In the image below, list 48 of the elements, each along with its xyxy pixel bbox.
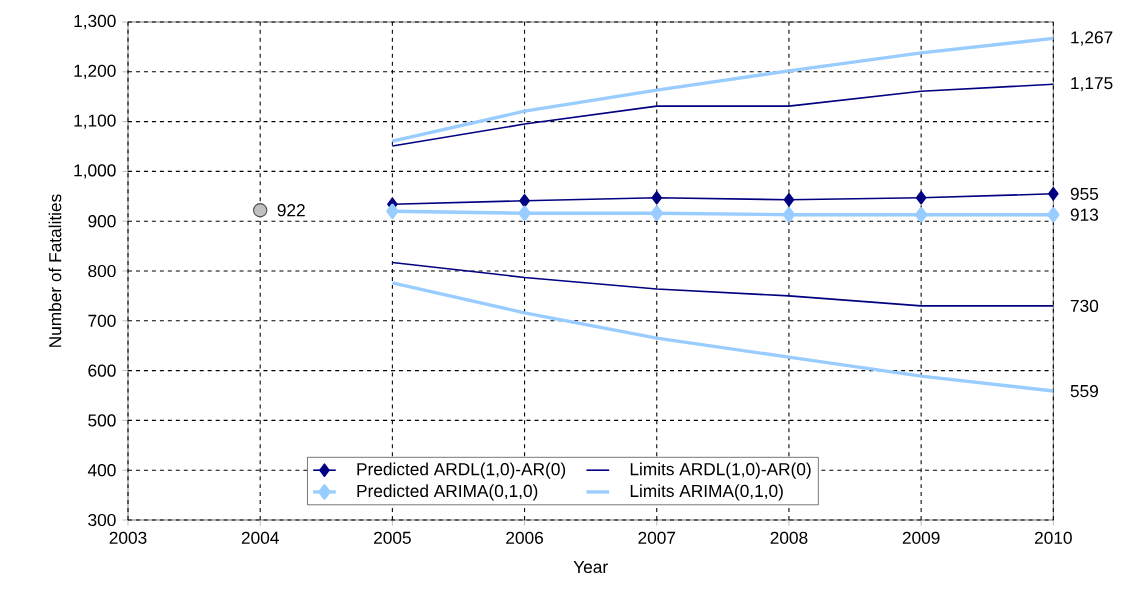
y-tick-label: 500 (88, 414, 116, 427)
data-label: 559 (1070, 384, 1098, 398)
point (519, 194, 530, 208)
data-label: 1,267 (1071, 31, 1113, 46)
y-tick-label: 800 (88, 264, 116, 278)
point (1048, 187, 1059, 201)
point (782, 207, 796, 223)
line-series (391, 261, 1055, 307)
legend-label: Predicted ARIMA(0,1,0) (357, 484, 538, 501)
x-tick-label: 2009 (902, 531, 940, 544)
point (650, 205, 663, 221)
x-axis-title: Year (573, 561, 608, 574)
point (651, 191, 663, 205)
point (1047, 207, 1060, 223)
x-tick-label: 2005 (374, 531, 411, 544)
point (253, 203, 268, 218)
y-tick-label: 1,100 (74, 114, 116, 129)
y-tick-label: 300 (88, 513, 116, 527)
x-tick-label: 2006 (506, 531, 544, 544)
data-label: 730 (1070, 299, 1099, 312)
point (783, 193, 795, 207)
y-axis-title: Number of Fatalities (48, 194, 62, 347)
point (386, 203, 399, 219)
line-series (390, 36, 1055, 143)
data-label: 913 (1070, 208, 1099, 221)
data-label: 955 (1070, 187, 1099, 200)
y-tick-label: 700 (88, 314, 116, 327)
x-tick-label: 2003 (109, 531, 147, 544)
y-tick-label: 1,200 (74, 64, 116, 79)
y-tick-label: 400 (87, 464, 116, 477)
x-tick-label: 2010 (1035, 531, 1072, 544)
legend-label: Limits ARDL(1,0)-AR(0) (630, 462, 811, 479)
legend-label: Predicted ARDL(1,0)-AR(0) (357, 462, 566, 479)
point (915, 191, 927, 205)
line-series (390, 281, 1055, 393)
x-tick-label: 2004 (241, 531, 279, 544)
y-tick-label: 1,300 (74, 14, 116, 30)
point (915, 207, 928, 223)
data-label: 1,175 (1071, 77, 1113, 92)
y-tick-label: 900 (88, 215, 116, 228)
y-tick-label: 1,000 (74, 164, 116, 179)
point (518, 205, 531, 221)
legend-label: Limits ARIMA(0,1,0) (630, 484, 783, 501)
x-tick-label: 2007 (638, 531, 676, 544)
data-label: 922 (277, 204, 305, 217)
y-tick-label: 600 (88, 364, 116, 377)
line-series (391, 83, 1055, 147)
x-tick-label: 2008 (770, 531, 808, 544)
